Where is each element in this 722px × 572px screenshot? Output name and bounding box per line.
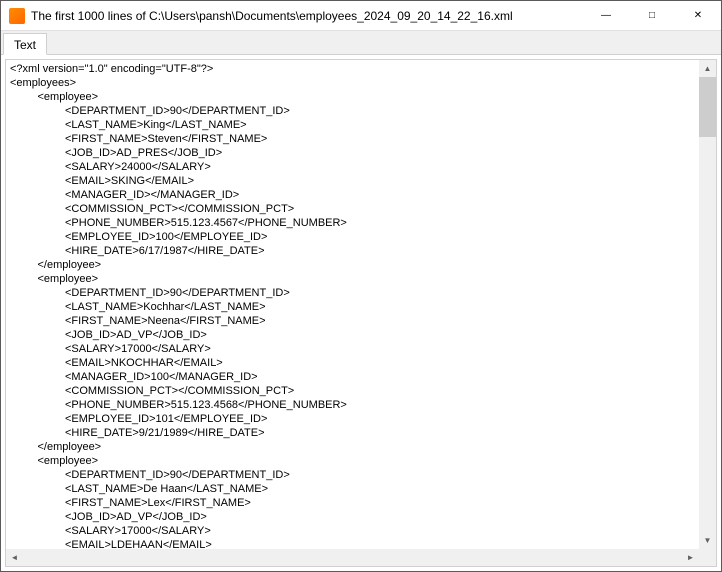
close-button[interactable]: ✕ xyxy=(675,1,721,30)
content-border: <?xml version="1.0" encoding="UTF-8"?> <… xyxy=(5,59,717,567)
scroll-down-icon[interactable]: ▼ xyxy=(699,532,716,549)
xml-text-viewer[interactable]: <?xml version="1.0" encoding="UTF-8"?> <… xyxy=(6,60,699,549)
titlebar: The first 1000 lines of C:\Users\pansh\D… xyxy=(1,1,721,31)
app-icon xyxy=(9,8,25,24)
scroll-up-icon[interactable]: ▲ xyxy=(699,60,716,77)
minimize-button[interactable]: — xyxy=(583,1,629,30)
content-wrap: <?xml version="1.0" encoding="UTF-8"?> <… xyxy=(1,55,721,571)
scroll-right-icon[interactable]: ► xyxy=(682,549,699,566)
window-title: The first 1000 lines of C:\Users\pansh\D… xyxy=(31,9,583,23)
scroll-left-icon[interactable]: ◄ xyxy=(6,549,23,566)
scroll-corner xyxy=(699,549,716,566)
tab-strip: Text xyxy=(1,31,721,55)
window-controls: — □ ✕ xyxy=(583,1,721,30)
tab-text[interactable]: Text xyxy=(3,33,47,55)
maximize-button[interactable]: □ xyxy=(629,1,675,30)
horizontal-scrollbar[interactable]: ◄ ► xyxy=(6,549,699,566)
vertical-scrollbar-thumb[interactable] xyxy=(699,77,716,137)
vertical-scrollbar[interactable]: ▲ ▼ xyxy=(699,60,716,549)
